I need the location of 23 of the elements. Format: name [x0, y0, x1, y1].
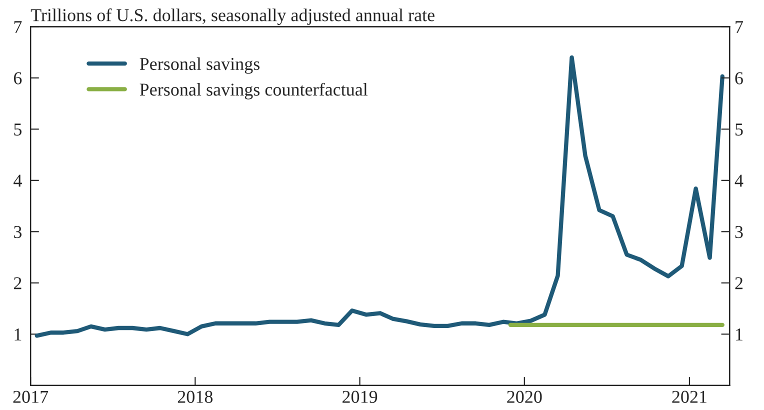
legend-label: Personal savings counterfactual — [140, 82, 368, 100]
y2-tick-label: 1 — [736, 328, 742, 340]
y-tick-label: 7 — [14, 21, 22, 33]
y-tick-label: 5 — [14, 124, 22, 136]
legend-label: Personal savings — [140, 57, 260, 74]
y-tick-label: 6 — [14, 72, 22, 84]
y2-tick-label: 5 — [736, 124, 743, 136]
y-tick-label: 4 — [14, 174, 22, 187]
y2-tick-label: 3 — [735, 226, 743, 238]
x-tick-label: 2017 — [13, 390, 48, 403]
y-tick-label: 3 — [14, 226, 22, 238]
x-tick-label: 2021 — [672, 390, 706, 403]
y-tick-label: 2 — [14, 277, 22, 290]
line-series — [34, 55, 724, 338]
y2-tick-label: 2 — [735, 277, 743, 290]
y-tick-label: 1 — [14, 328, 22, 340]
y2-tick-label: 4 — [734, 174, 744, 187]
chart-title: Trillions of U.S. dollars, seasonally adjusted annual rate — [30, 8, 434, 25]
x-tick-label: 2018 — [178, 390, 213, 403]
x-tick-label: 2019 — [342, 390, 378, 403]
y2-tick-label: 7 — [736, 21, 743, 33]
x-tick-label: 2020 — [507, 390, 542, 403]
y2-tick-label: 6 — [735, 72, 743, 84]
